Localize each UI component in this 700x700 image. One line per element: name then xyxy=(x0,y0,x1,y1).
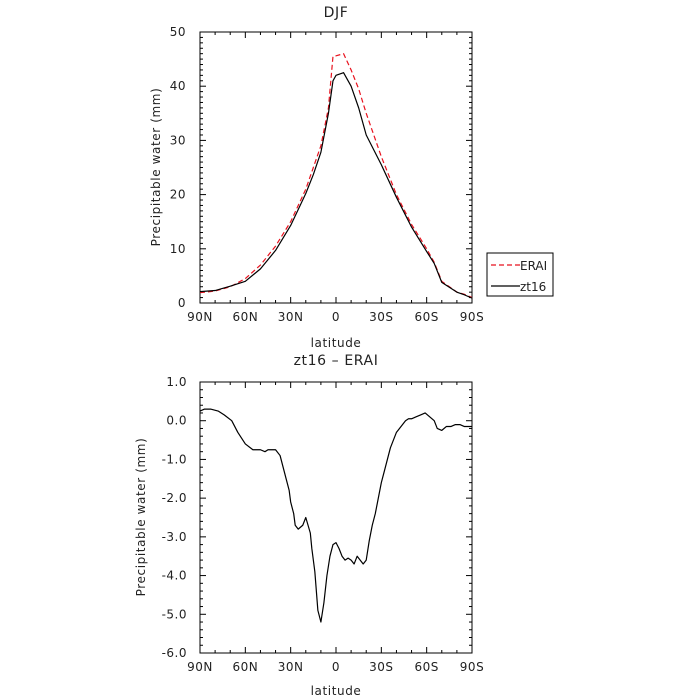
y-tick-label: -5.0 xyxy=(162,607,187,621)
chart-djf: DJF 90N 60N 30N 0 30S 60S 90S 0 10 20 30 40 50 lati… xyxy=(149,5,554,350)
x-tick-label: 90S xyxy=(460,660,484,674)
y-tick-label: 0 xyxy=(178,296,186,310)
x-tick-label: 30S xyxy=(369,310,393,324)
chart-difference: zt16 – ERAI 90N 60N 30N 0 30S 60S 90S 1.0 0.0 -1… xyxy=(134,353,484,698)
legend-box xyxy=(486,252,554,297)
x-tick-label: 90S xyxy=(460,310,484,324)
x-tick-label: 0 xyxy=(332,660,340,674)
tick-marks xyxy=(199,381,473,654)
x-tick-label: 30N xyxy=(278,310,304,324)
x-tick-label: 60N xyxy=(232,310,258,324)
tick-marks xyxy=(199,31,473,304)
x-tick-label: 90N xyxy=(187,660,213,674)
x-tick-label: 0 xyxy=(332,310,340,324)
y-tick-label: -4.0 xyxy=(162,569,187,583)
x-tick-label: 60S xyxy=(414,660,438,674)
legend-label-erai: ERAI xyxy=(520,259,547,273)
x-tick-label: 60N xyxy=(232,660,258,674)
x-tick-label: 30S xyxy=(369,660,393,674)
y-tick-labels: 1.0 0.0 -1.0 -2.0 -3.0 -4.0 -5.0 -6.0 xyxy=(162,375,187,660)
y-axis-title: Precipitable water (mm) xyxy=(134,438,148,597)
y-tick-label: 1.0 xyxy=(166,375,187,389)
y-tick-label: -6.0 xyxy=(162,646,187,660)
series-line-zt16-erai xyxy=(199,408,472,623)
series-line-zt16 xyxy=(199,72,473,299)
series-line-erai xyxy=(199,53,473,299)
chart-title: DJF xyxy=(324,5,349,21)
legend: ERAI zt16 xyxy=(486,252,554,297)
x-tick-label: 30N xyxy=(278,660,304,674)
series-lines xyxy=(199,53,473,299)
y-tick-label: -2.0 xyxy=(162,491,187,505)
y-tick-label: 30 xyxy=(170,133,186,147)
y-tick-labels: 0 10 20 30 40 50 xyxy=(170,25,186,310)
x-axis-title: latitude xyxy=(311,336,362,350)
x-axis-title: latitude xyxy=(311,684,362,698)
series-lines xyxy=(199,408,472,623)
y-tick-label: -3.0 xyxy=(162,530,187,544)
x-tick-labels: 90N 60N 30N 0 30S 60S 90S xyxy=(187,310,484,324)
y-tick-label: 40 xyxy=(170,79,186,93)
plot-frame xyxy=(199,31,473,304)
legend-label-zt16: zt16 xyxy=(520,280,546,294)
y-tick-label: 0.0 xyxy=(166,414,187,428)
x-tick-labels: 90N 60N 30N 0 30S 60S 90S xyxy=(187,660,484,674)
y-tick-label: -1.0 xyxy=(162,452,187,466)
y-tick-label: 50 xyxy=(170,25,186,39)
x-tick-label: 90N xyxy=(187,310,213,324)
y-tick-label: 20 xyxy=(170,188,186,202)
plot-frame xyxy=(199,381,473,654)
x-tick-label: 60S xyxy=(414,310,438,324)
y-tick-label: 10 xyxy=(170,242,186,256)
chart-title: zt16 – ERAI xyxy=(294,353,379,369)
y-axis-title: Precipitable water (mm) xyxy=(149,88,163,247)
